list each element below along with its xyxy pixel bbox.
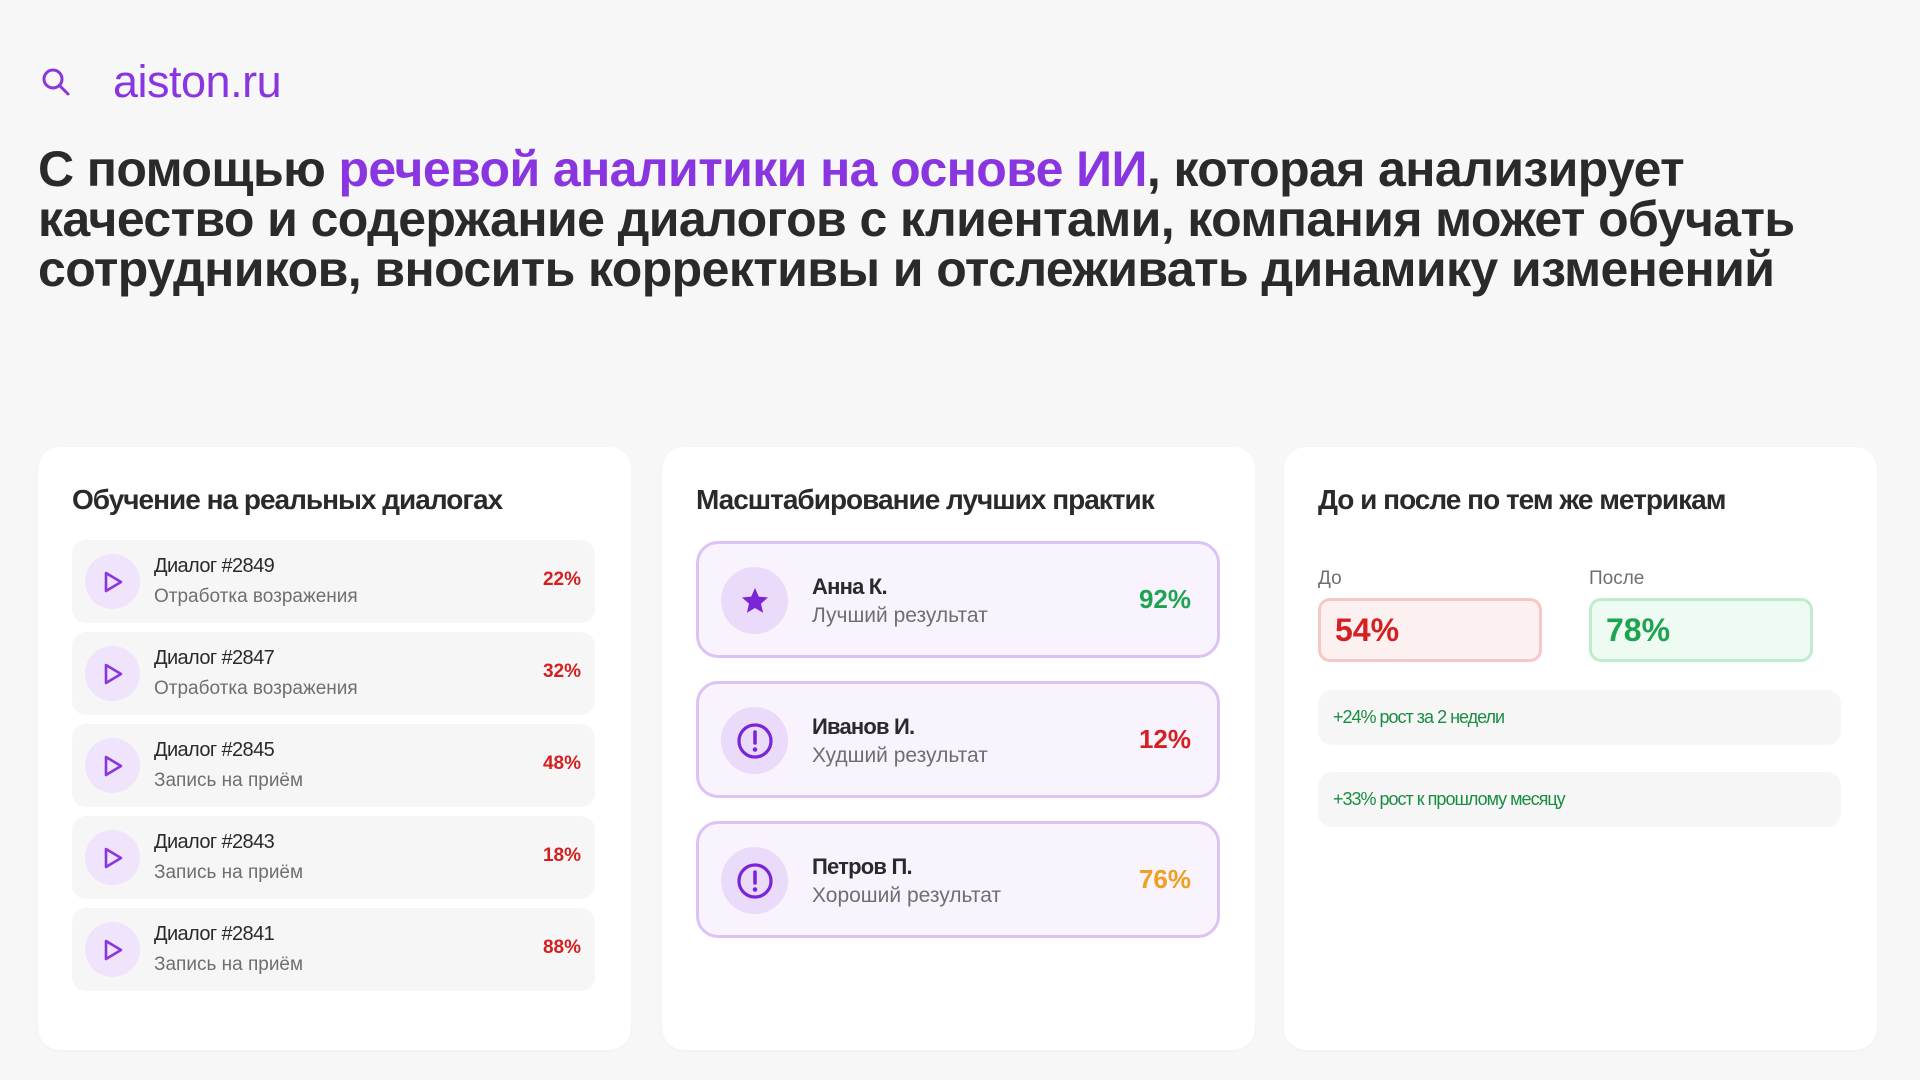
people-list: Анна К. Лучший результат 92% Иванов И. Х… (696, 541, 1220, 961)
dialog-title: Диалог #2847 (154, 647, 275, 669)
dialog-item[interactable]: Диалог #2849 Отработка возражения 22% (72, 540, 595, 623)
before-label: До (1318, 568, 1342, 589)
dialog-percent: 48% (542, 753, 581, 774)
dialog-list: Диалог #2849 Отработка возражения 22% Ди… (72, 540, 595, 1000)
brand-link[interactable]: aiston.ru (113, 56, 282, 107)
alert-icon (721, 707, 788, 774)
after-label: После (1589, 568, 1645, 589)
star-icon (721, 567, 788, 634)
person-percent: 76% (1138, 864, 1191, 894)
person-name: Иванов И. (812, 714, 915, 739)
play-icon[interactable] (85, 646, 140, 701)
growth-item: +24% рост за 2 недели (1318, 690, 1841, 745)
dialog-title: Диалог #2849 (154, 555, 275, 577)
play-icon[interactable] (85, 738, 140, 793)
play-icon[interactable] (85, 922, 140, 977)
person-item[interactable]: Иванов И. Худший результат 12% (696, 681, 1220, 798)
dialog-percent: 18% (542, 845, 581, 866)
person-result: Худший результат (812, 744, 988, 767)
dialog-item[interactable]: Диалог #2843 Запись на приём 18% (72, 816, 595, 899)
person-item[interactable]: Петров П. Хороший результат 76% (696, 821, 1220, 938)
headline-part2: , которая анализирует качество и содержа… (38, 141, 1795, 297)
metrics-card-title: До и после по тем же метрикам (1318, 484, 1726, 515)
after-value: 78% (1589, 598, 1813, 662)
dialog-subtitle: Отработка возражения (154, 586, 358, 607)
alert-icon (721, 847, 788, 914)
person-name: Петров П. (812, 854, 913, 879)
dialog-percent: 32% (542, 661, 581, 682)
practices-card: Масштабирование лучших практик Анна К. Л… (662, 447, 1255, 1050)
dialog-item[interactable]: Диалог #2845 Запись на приём 48% (72, 724, 595, 807)
dialog-subtitle: Запись на приём (154, 770, 304, 791)
dialog-subtitle: Отработка возражения (154, 678, 358, 699)
person-percent: 12% (1138, 724, 1191, 754)
dialog-title: Диалог #2845 (154, 739, 275, 761)
practices-card-title: Масштабирование лучших практик (696, 484, 1155, 515)
person-result: Лучший результат (812, 604, 988, 627)
person-item[interactable]: Анна К. Лучший результат 92% (696, 541, 1220, 658)
dialog-item[interactable]: Диалог #2841 Запись на приём 88% (72, 908, 595, 991)
header: aiston.ru (38, 56, 282, 108)
play-icon[interactable] (85, 830, 140, 885)
headline-accent: речевой аналитики на основе ИИ (338, 141, 1147, 197)
person-name: Анна К. (812, 574, 888, 599)
dialog-subtitle: Запись на приём (154, 862, 304, 883)
dialog-percent: 22% (542, 569, 581, 590)
metrics-card: До и после по тем же метрикам До После 5… (1284, 447, 1877, 1050)
page-headline: С помощью речевой аналитики на основе ИИ… (38, 144, 1858, 294)
before-value: 54% (1318, 598, 1542, 662)
dialog-item[interactable]: Диалог #2847 Отработка возражения 32% (72, 632, 595, 715)
training-card: Обучение на реальных диалогах Диалог #28… (38, 447, 631, 1050)
growth-item: +33% рост к прошлому месяцу (1318, 772, 1841, 827)
person-result: Хороший результат (812, 884, 1002, 907)
dialog-title: Диалог #2841 (154, 923, 275, 945)
dialog-percent: 88% (542, 937, 581, 958)
person-percent: 92% (1138, 584, 1191, 614)
headline-part1: С помощью (38, 141, 339, 197)
dialog-title: Диалог #2843 (154, 831, 275, 853)
training-card-title: Обучение на реальных диалогах (72, 484, 503, 515)
dialog-subtitle: Запись на приём (154, 954, 304, 975)
play-icon[interactable] (85, 554, 140, 609)
search-icon[interactable] (38, 64, 74, 100)
